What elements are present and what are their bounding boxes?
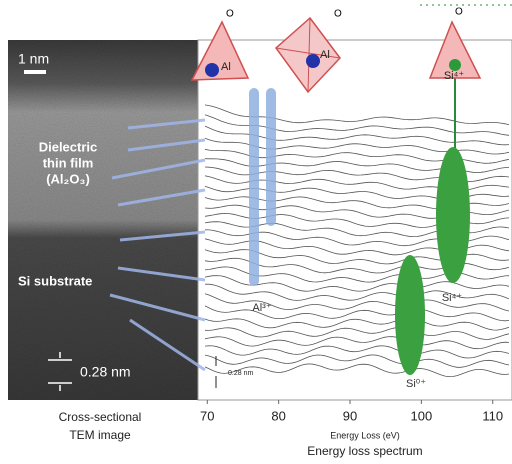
scale-bar (24, 70, 46, 74)
tem-caption: TEM image (69, 428, 131, 442)
film-label: thin film (43, 155, 94, 170)
si-label: Si⁴⁺ (444, 70, 465, 82)
figure: O Al O Al O Si⁴⁺ 1 nm Dielectric thin fi… (0, 0, 512, 464)
spacing-label: 0.28 nm (80, 364, 131, 380)
si0-peak (395, 255, 425, 375)
film-label: Dielectric (39, 139, 98, 154)
peak-label: Si⁴⁺ (442, 292, 463, 304)
spectrum-spacing-label: 0.28 nm (228, 370, 253, 377)
al-label: Al (320, 49, 330, 61)
spectrum-caption: Energy loss spectrum (307, 444, 422, 458)
x-axis-label: Energy Loss (eV) (330, 430, 400, 440)
o-label: O (334, 9, 342, 20)
film-label: (Al₂O₃) (46, 171, 90, 186)
x-tick-label: 100 (411, 408, 433, 423)
o-label: O (226, 9, 234, 20)
o-label: O (455, 7, 463, 18)
x-tick-label: 80 (271, 408, 285, 423)
al-label: Al (221, 61, 231, 73)
x-tick-label: 70 (200, 408, 214, 423)
tem-caption: Cross-sectional (59, 410, 142, 424)
scale-bar-label: 1 nm (18, 51, 49, 67)
x-tick-label: 110 (482, 408, 503, 423)
peak-label: Si⁰⁺ (406, 378, 426, 390)
x-tick-label: 90 (343, 408, 357, 423)
substrate-label: Si substrate (18, 273, 92, 288)
si4-peak (436, 147, 470, 283)
peak-label: Al³⁺ (252, 302, 271, 314)
